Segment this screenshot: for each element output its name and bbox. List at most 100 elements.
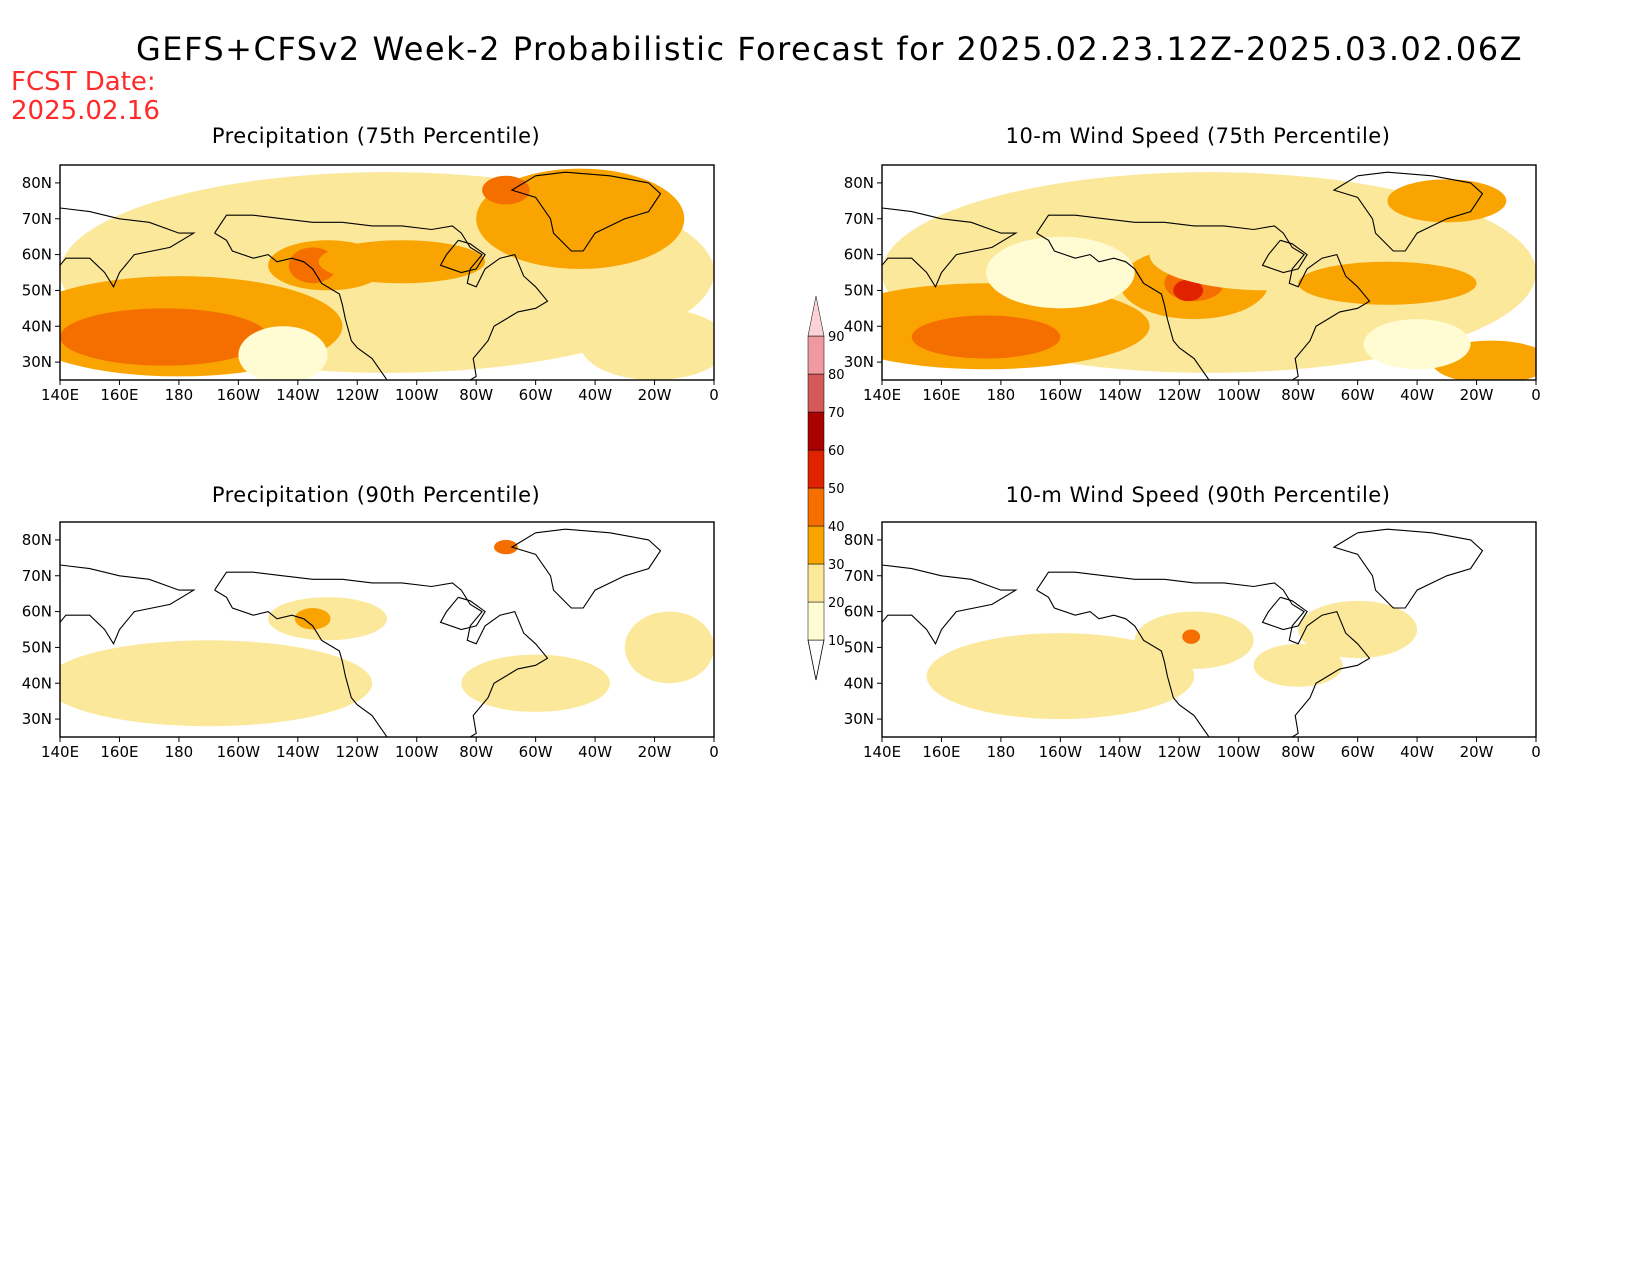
y-tick-label: 60N	[22, 603, 52, 621]
x-tick-label: 40W	[578, 386, 612, 404]
y-tick-label: 70N	[22, 567, 52, 585]
y-tick-label: 30N	[844, 353, 874, 371]
y-tick-label: 30N	[844, 710, 874, 728]
probability-contour	[60, 640, 373, 727]
panel-title-wind-90: 10-m Wind Speed (90th Percentile)	[1005, 483, 1391, 507]
x-tick-label: 160E	[100, 386, 138, 404]
x-tick-label: 80W	[459, 386, 493, 404]
probability-contour	[238, 326, 328, 380]
probability-contour	[494, 539, 518, 555]
y-tick-label: 80N	[22, 174, 52, 192]
coastlines	[60, 171, 662, 380]
coastline	[1036, 571, 1371, 737]
x-tick-label: 0	[709, 386, 719, 404]
legend-swatch	[807, 373, 825, 413]
map-frame	[59, 521, 715, 738]
x-tick-label: 100W	[1217, 743, 1261, 761]
coastlines	[60, 528, 662, 737]
x-tick-label: 120W	[1158, 743, 1202, 761]
probability-contour	[926, 633, 1195, 720]
legend-label: 80	[828, 368, 845, 383]
x-tick-label: 140W	[276, 743, 320, 761]
x-tick-label: 60W	[519, 743, 553, 761]
y-tick-label: 40N	[22, 317, 52, 335]
x-tick-label: 0	[1531, 386, 1541, 404]
x-tick-label: 140W	[1098, 386, 1142, 404]
y-tick-label: 50N	[22, 281, 52, 299]
x-tick-label: 0	[1531, 743, 1541, 761]
x-tick-label: 180	[987, 386, 1016, 404]
legend-swatch	[807, 411, 825, 451]
coastline	[60, 564, 196, 645]
y-tick-label: 70N	[844, 210, 874, 228]
x-tick-label: 60W	[1341, 743, 1375, 761]
x-tick-label: 140E	[41, 386, 79, 404]
x-tick-label: 180	[165, 743, 194, 761]
x-tick-label: 40W	[578, 743, 612, 761]
map-wind-75-svg: 140E 160E 180 160W 140W 120W 100W 80W 60W 40W 20W 0…	[844, 164, 1541, 404]
legend-swatch	[807, 335, 825, 375]
y-tick-label: 30N	[22, 710, 52, 728]
probability-contour	[294, 608, 331, 630]
y-tick-label: 60N	[844, 246, 874, 264]
legend-lower-arrow	[807, 639, 825, 681]
probability-contour	[580, 308, 714, 380]
main-title: GEFS+CFSv2 Week-2 Probabilistic Forecast…	[136, 30, 1524, 68]
probability-contour	[1298, 261, 1477, 305]
probability-field	[882, 165, 1536, 380]
y-tick-label: 60N	[22, 246, 52, 264]
probability-contour	[1182, 629, 1201, 644]
y-tick-label: 30N	[22, 353, 52, 371]
y-tick-label: 50N	[844, 638, 874, 656]
forecast-date-label: FCST Date:	[11, 67, 156, 97]
x-tick-label: 80W	[1281, 743, 1315, 761]
probability-contour	[911, 315, 1061, 359]
x-tick-label: 160W	[217, 386, 261, 404]
x-tick-label: 160W	[1039, 743, 1083, 761]
legend-label: 30	[828, 558, 845, 573]
legend-label: 90	[828, 330, 845, 345]
coastline	[439, 596, 486, 631]
x-tick-label: 160E	[922, 386, 960, 404]
legend-label: 50	[828, 482, 845, 497]
x-tick-label: 60W	[519, 386, 553, 404]
coastline	[1036, 214, 1371, 380]
coastline	[214, 232, 388, 380]
panel-title-precip-90: Precipitation (90th Percentile)	[211, 483, 541, 507]
coastline	[1036, 232, 1210, 380]
coastline	[214, 214, 549, 380]
coastline	[60, 207, 196, 288]
x-tick-label: 0	[709, 743, 719, 761]
legend-label: 20	[828, 596, 845, 611]
legend-swatch	[807, 449, 825, 489]
legend-swatch	[807, 601, 825, 641]
x-tick-label: 120W	[1158, 386, 1202, 404]
map-wind-90-svg: 140E 160E 180 160W 140W 120W 100W 80W 60W 40W 20W 0…	[844, 521, 1541, 761]
x-tick-label: 140E	[41, 743, 79, 761]
probability-contour	[1253, 643, 1343, 687]
y-tick-label: 80N	[844, 531, 874, 549]
legend-upper-arrow	[807, 295, 825, 337]
map-precip-90-svg: 140E 160E 180 160W 140W 120W 100W 80W 60W 40W 20W 0…	[22, 521, 719, 761]
coastline	[1332, 171, 1484, 252]
map-precip-90: 140E 160E 180 160W 140W 120W 100W 80W 60W 40W 20W 0…	[0, 517, 760, 787]
map-frame	[881, 521, 1537, 738]
color-bar-legend: 10 20 30 40 50 60 70 80 90	[796, 270, 856, 694]
probability-field	[60, 165, 714, 380]
coastline	[882, 564, 1018, 645]
x-tick-label: 20W	[1460, 743, 1494, 761]
x-tick-label: 180	[165, 386, 194, 404]
legend-swatch	[807, 563, 825, 603]
x-tick-label: 140W	[1098, 743, 1142, 761]
legend-swatch	[807, 487, 825, 527]
probability-field	[882, 522, 1536, 737]
probability-contour	[318, 240, 486, 284]
coastline	[1261, 596, 1308, 631]
x-tick-label: 40W	[1400, 743, 1434, 761]
y-tick-label: 40N	[844, 674, 874, 692]
x-tick-label: 140W	[276, 386, 320, 404]
map-wind-90: 140E 160E 180 160W 140W 120W 100W 80W 60W 40W 20W 0…	[822, 517, 1582, 787]
x-tick-label: 60W	[1341, 386, 1375, 404]
color-bar-svg: 10 20 30 40 50 60 70 80 90	[807, 295, 845, 681]
y-tick-label: 80N	[844, 174, 874, 192]
